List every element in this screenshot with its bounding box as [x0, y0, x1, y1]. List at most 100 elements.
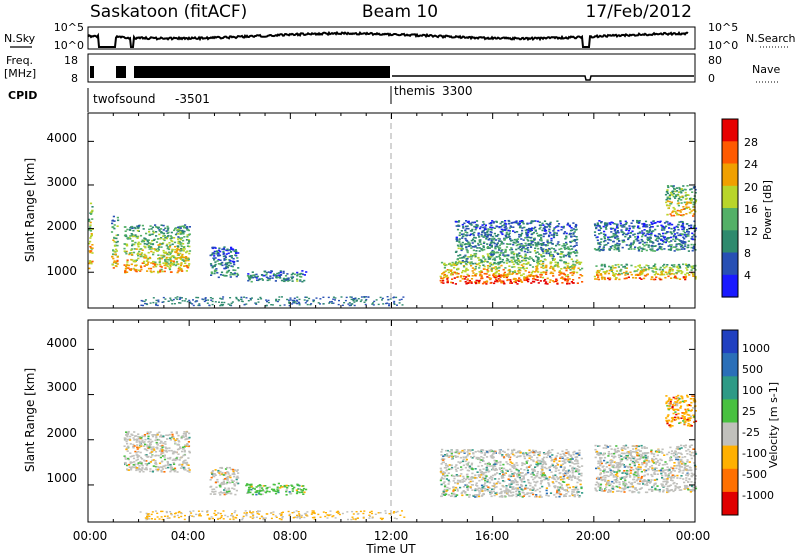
heatmap-cell	[497, 233, 500, 236]
heatmap-cell	[527, 280, 530, 283]
heatmap-cell	[472, 452, 475, 454]
heatmap-cell	[477, 494, 481, 496]
heatmap-cell	[663, 267, 666, 269]
heatmap-cell	[275, 276, 278, 279]
heatmap-cell	[491, 454, 494, 456]
heatmap-cell	[180, 249, 183, 252]
heatmap-cell	[620, 231, 623, 233]
heatmap-cell	[556, 478, 559, 480]
heatmap-cell	[616, 244, 619, 247]
heatmap-cell	[539, 276, 542, 278]
heatmap-cell	[509, 461, 512, 463]
heatmap-cell	[490, 238, 493, 240]
heatmap-cell	[90, 233, 93, 235]
heatmap-cell	[162, 301, 165, 303]
heatmap-cell	[668, 198, 672, 200]
heatmap-cell	[632, 242, 635, 244]
heatmap-cell	[675, 236, 678, 239]
heatmap-cell	[546, 283, 549, 285]
heatmap-cell	[505, 237, 508, 239]
heatmap-cell	[288, 302, 291, 304]
heatmap-cell	[183, 431, 186, 433]
heatmap-cell	[669, 231, 672, 233]
heatmap-cell	[486, 269, 489, 271]
heatmap-cell	[569, 241, 572, 244]
heatmap-cell	[681, 228, 684, 231]
heatmap-cell	[182, 246, 186, 248]
heatmap-cell	[178, 237, 181, 239]
heatmap-cell	[680, 209, 683, 211]
heatmap-cell	[517, 472, 520, 475]
heatmap-cell	[151, 243, 154, 246]
heatmap-cell	[491, 258, 495, 261]
heatmap-cell	[145, 455, 148, 457]
heatmap-cell	[187, 457, 190, 459]
heatmap-cell	[248, 275, 251, 278]
heatmap-cell	[179, 447, 182, 449]
heatmap-cell	[447, 271, 450, 274]
heatmap-cell	[658, 247, 661, 249]
heatmap-cell	[227, 264, 231, 267]
heatmap-cell	[530, 282, 533, 284]
heatmap-cell	[113, 241, 116, 243]
heatmap-cell	[456, 228, 460, 231]
heatmap-cell	[504, 251, 507, 253]
heatmap-cell	[506, 279, 509, 282]
heatmap-cell	[674, 240, 677, 242]
heatmap-cell	[598, 225, 601, 227]
heatmap-cell	[183, 300, 186, 302]
heatmap-cell	[255, 302, 257, 304]
heatmap-cell	[648, 267, 651, 269]
heatmap-cell	[224, 473, 227, 476]
heatmap-cell	[560, 226, 563, 228]
heatmap-cell	[474, 256, 477, 258]
heatmap-cell	[674, 235, 678, 238]
heatmap-cell	[150, 247, 153, 250]
heatmap-cell	[211, 473, 214, 475]
heatmap-cell	[166, 252, 169, 255]
heatmap-cell	[178, 248, 181, 251]
heatmap-cell	[616, 230, 619, 232]
heatmap-cell	[469, 449, 472, 451]
heatmap-cell	[508, 222, 511, 225]
heatmap-cell	[694, 199, 698, 201]
nsky-tick-bottom: 10^0	[54, 39, 84, 52]
heatmap-cell	[265, 487, 268, 490]
heatmap-cell	[520, 238, 523, 240]
heatmap-cell	[565, 232, 568, 235]
heatmap-cell	[457, 272, 460, 275]
heatmap-cell	[505, 231, 508, 234]
heatmap-cell	[624, 274, 627, 276]
heatmap-cell	[478, 479, 481, 482]
heatmap-cell	[460, 233, 464, 236]
heatmap-cell	[478, 247, 481, 249]
heatmap-cell	[688, 274, 691, 276]
heatmap-cell	[490, 253, 493, 255]
heatmap-cell	[233, 473, 236, 476]
heatmap-cell	[170, 263, 173, 265]
heatmap-cell	[492, 465, 495, 468]
heatmap-cell	[218, 484, 221, 487]
heatmap-cell	[561, 488, 564, 490]
heatmap-cell	[463, 265, 466, 268]
heatmap-cell	[465, 225, 468, 228]
heatmap-cell	[549, 451, 552, 454]
heatmap-cell	[571, 267, 574, 270]
heatmap-cell	[89, 237, 92, 239]
heatmap-cell	[130, 468, 133, 471]
heatmap-cell	[675, 187, 679, 189]
heatmap-cell	[499, 258, 502, 260]
heatmap-cell	[517, 259, 520, 262]
heatmap-cell	[454, 221, 458, 223]
heatmap-cell	[151, 240, 154, 242]
heatmap-cell	[444, 264, 447, 267]
heatmap-cell	[257, 485, 260, 487]
heatmap-cell	[228, 490, 231, 493]
heatmap-cell	[154, 224, 157, 226]
heatmap-cell	[455, 225, 458, 227]
heatmap-cell	[581, 281, 584, 283]
heatmap-cell	[258, 278, 261, 280]
heatmap-cell	[306, 303, 309, 306]
heatmap-cell	[255, 273, 258, 276]
heatmap-cell	[524, 248, 527, 250]
